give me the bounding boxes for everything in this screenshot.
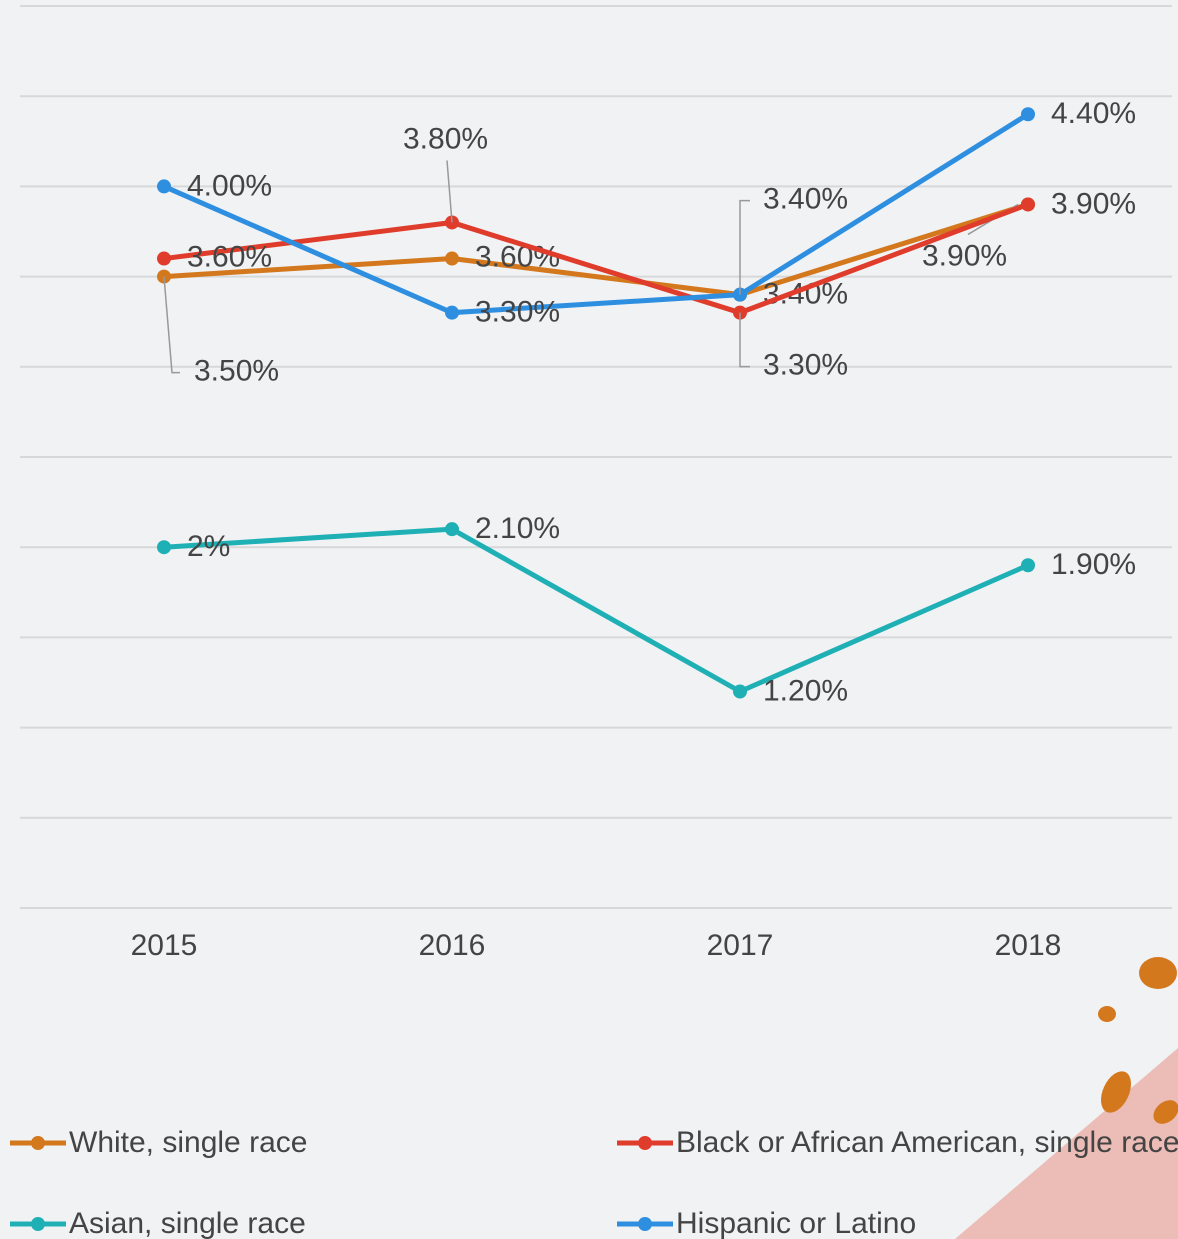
point: [445, 251, 459, 266]
data-label: 4.00%: [187, 169, 272, 202]
data-label: 1.20%: [763, 674, 848, 707]
legend-marker: [638, 1217, 652, 1231]
x-tick-label: 2016: [419, 929, 486, 962]
series: 2% 2.10% 1.20% 1.90%: [157, 512, 1136, 707]
data-label: 3.90%: [922, 239, 1007, 272]
x-tick-label: 2018: [995, 929, 1062, 962]
point: [157, 179, 171, 194]
data-label: 3.60%: [187, 240, 272, 273]
data-label: 2%: [187, 530, 230, 563]
leader-line: [446, 160, 453, 223]
data-label: 1.90%: [1051, 548, 1136, 581]
legend-marker: [638, 1136, 652, 1150]
legend-marker: [31, 1217, 45, 1231]
data-label: 3.30%: [475, 296, 560, 329]
decor-blob: [1139, 957, 1177, 989]
plot: [20, 5, 1172, 909]
data-label: 3.60%: [475, 240, 560, 273]
line: [162, 112, 1030, 316]
point: [733, 684, 747, 699]
data-label: 3.40%: [763, 278, 848, 311]
data-label: 3.30%: [763, 349, 848, 382]
decor-blob: [1153, 1100, 1178, 1124]
line: [163, 202, 1029, 316]
data-label: 3.40%: [763, 183, 848, 216]
decor-blob: [1098, 1006, 1116, 1022]
legend-label: Asian, single race: [69, 1207, 306, 1239]
point: [157, 251, 171, 266]
leader-line: [739, 199, 750, 295]
point: [1021, 558, 1035, 573]
series: 4.00% 3.30% 3.40% 4.40%: [157, 97, 1136, 329]
data-label: 3.80%: [403, 122, 488, 155]
decor-blob: [1100, 1071, 1132, 1113]
legend-label: White, single race: [69, 1126, 307, 1159]
series: 3.60% 3.80% 3.30% 3.90%: [157, 122, 1136, 382]
data-label: 4.40%: [1051, 97, 1136, 130]
line: [163, 526, 1030, 695]
point: [157, 540, 171, 555]
leader-line: [739, 312, 750, 368]
point: [1021, 107, 1035, 122]
point: [445, 522, 459, 537]
line: [163, 202, 1029, 298]
series: 3.50% 3.60% 3.40% 3.90%: [157, 197, 1035, 388]
x-tick-label: 2015: [131, 929, 198, 962]
data-label: 3.50%: [194, 355, 279, 388]
point: [445, 305, 459, 320]
data-label: 3.90%: [1051, 187, 1136, 220]
legend-label: Black or African American, single race: [676, 1126, 1178, 1159]
x-tick-label: 2017: [707, 929, 774, 962]
data-label: 2.10%: [475, 512, 560, 545]
legend-marker: [31, 1136, 45, 1150]
legend-label: Hispanic or Latino: [676, 1207, 916, 1239]
point: [1021, 197, 1035, 212]
leader-line: [163, 276, 180, 374]
